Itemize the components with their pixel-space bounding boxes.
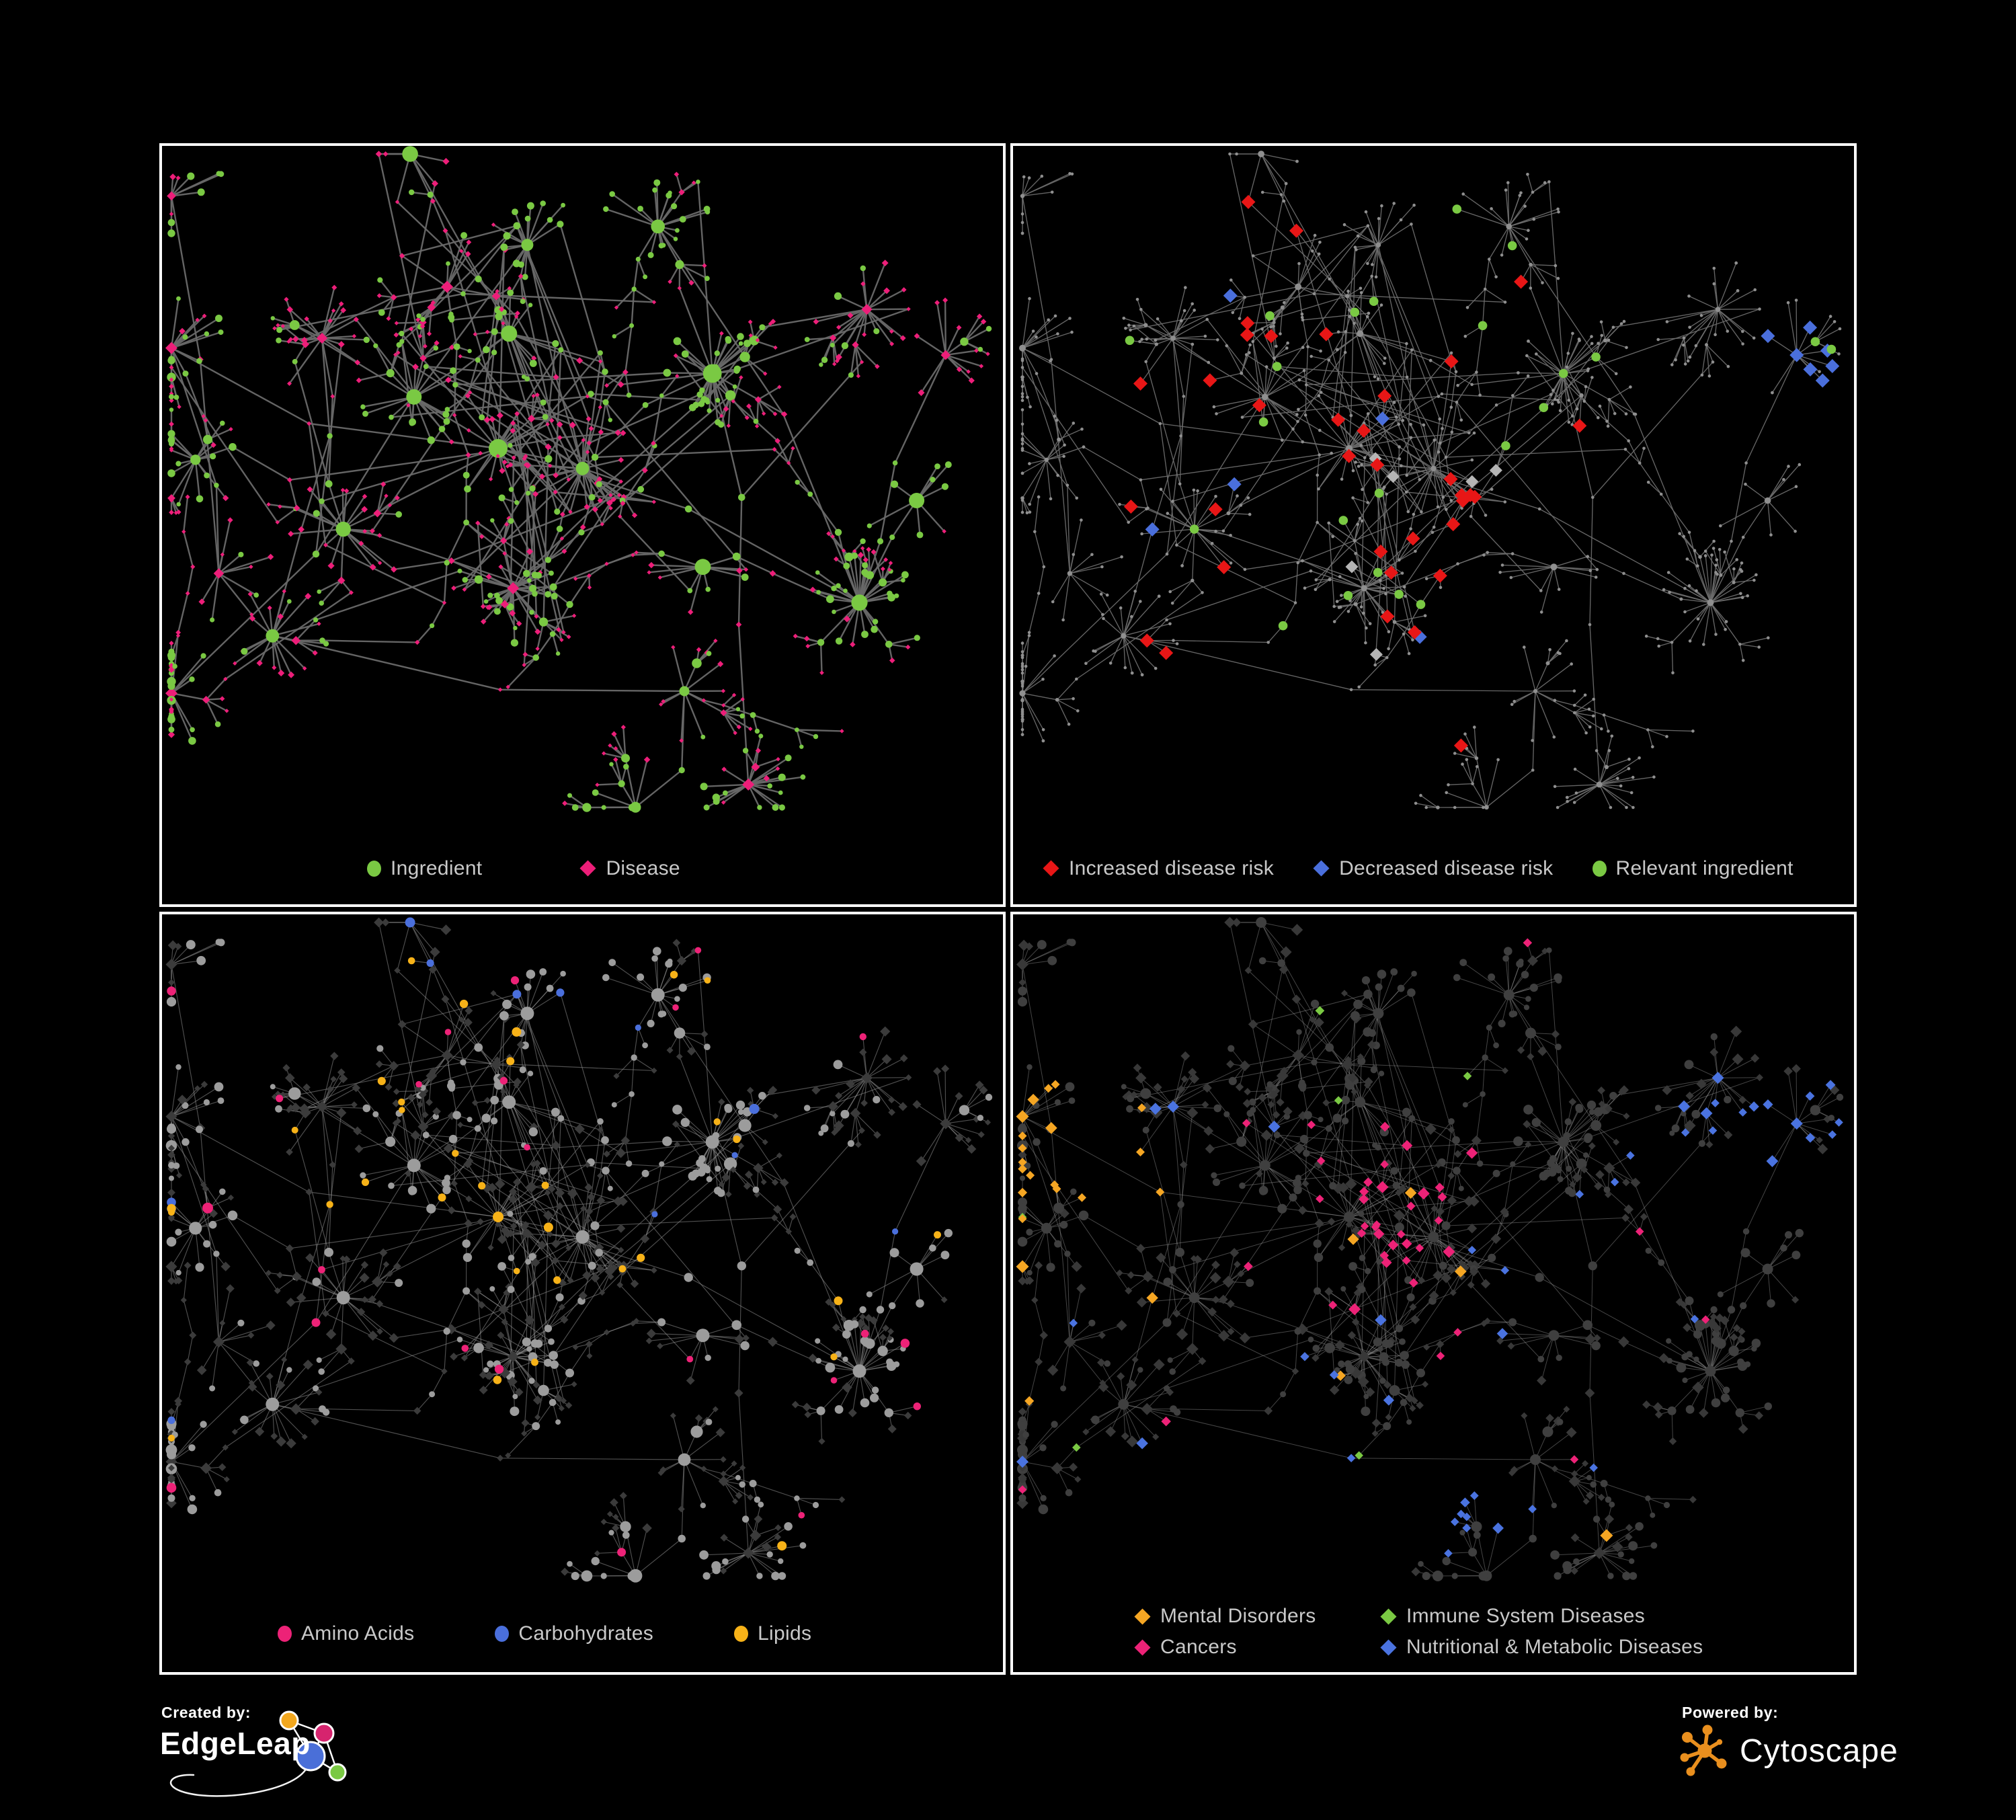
disease-category-legend: Mental Disorders Immune System Diseases Ca… [1013, 1605, 1854, 1659]
legend-label: Carbohydrates [518, 1622, 654, 1645]
diamond-marker-icon [1380, 1608, 1397, 1625]
legend-label: Decreased disease risk [1339, 857, 1554, 879]
legend-item-amino-acids: Amino Acids [278, 1622, 414, 1645]
legend-item-immune-system-diseases: Immune System Diseases [1380, 1605, 1703, 1628]
powered-by-label: Powered by: [1682, 1704, 1779, 1721]
edgeleap-credit: Created by: EdgeLeap [155, 1704, 383, 1805]
legend-label: Mental Disorders [1160, 1605, 1316, 1627]
diamond-marker-icon [1313, 860, 1330, 877]
circle-marker-icon [495, 1626, 510, 1642]
diamond-marker-icon [1043, 860, 1059, 877]
figure-grid: Ingredient Disease Increased disease risk… [159, 143, 1857, 1675]
nutrient-class-network-figure [165, 917, 993, 1583]
disease-category-network-figure [1016, 916, 1844, 1581]
edgeleap-brand: EdgeLeap [160, 1726, 311, 1761]
diamond-marker-icon [1134, 1608, 1151, 1625]
legend-item-relevant-ingredient: Relevant ingredient [1592, 857, 1793, 880]
ingredient-disease-network-figure [165, 146, 992, 813]
legend-item-disease: Disease [579, 857, 680, 880]
legend-label: Ingredient [391, 857, 483, 879]
legend-item-increased-disease-risk: Increased disease risk [1043, 857, 1274, 880]
circle-marker-icon [1592, 860, 1607, 877]
edgeleap-logo-icon [169, 1710, 347, 1797]
legend-label: Nutritional & Metabolic Diseases [1406, 1636, 1703, 1658]
legend-item-cancers: Cancers [1134, 1636, 1380, 1659]
legend-item-lipids: Lipids [734, 1622, 811, 1645]
panel-nutrient-class-network: Amino Acids Carbohydrates Lipids [159, 911, 1006, 1675]
legend-label: Relevant ingredient [1615, 857, 1793, 879]
legend-item-ingredient: Ingredient [367, 857, 482, 880]
panel-ingredient-disease-network: Ingredient Disease [159, 143, 1006, 907]
legend-label: Disease [606, 857, 680, 879]
circle-marker-icon [734, 1626, 749, 1642]
legend-label: Cancers [1160, 1636, 1237, 1658]
legend-label: Amino Acids [301, 1622, 415, 1645]
ingredient-disease-legend: Ingredient Disease [162, 857, 1003, 880]
created-by-label: Created by: [161, 1704, 251, 1721]
legend-label: Increased disease risk [1069, 857, 1275, 879]
disease-risk-network-figure [1019, 151, 1842, 810]
panel-disease-risk-network: Increased disease risk Decreased disease … [1010, 143, 1857, 907]
circle-marker-icon [367, 860, 381, 877]
legend-item-mental-disorders: Mental Disorders [1134, 1605, 1380, 1628]
circle-marker-icon [278, 1626, 292, 1642]
legend-item-carbohydrates: Carbohydrates [495, 1622, 653, 1645]
disease-risk-legend: Increased disease risk Decreased disease … [1013, 857, 1854, 880]
diamond-marker-icon [1380, 1638, 1397, 1656]
nutrient-class-legend: Amino Acids Carbohydrates Lipids [162, 1622, 1003, 1645]
diamond-marker-icon [579, 860, 596, 877]
legend-label: Immune System Diseases [1406, 1605, 1646, 1627]
diamond-marker-icon [1134, 1638, 1151, 1656]
legend-item-decreased-disease-risk: Decreased disease risk [1313, 857, 1553, 880]
legend-item-nutritional-metabolic-diseases: Nutritional & Metabolic Diseases [1380, 1636, 1703, 1659]
cytoscape-credit: Powered by: Cytoscape [1675, 1704, 1991, 1805]
cytoscape-logo-icon [1680, 1725, 1727, 1776]
cytoscape-brand: Cytoscape [1740, 1733, 1898, 1769]
panel-disease-category-network: Mental Disorders Immune System Diseases Ca… [1010, 911, 1857, 1675]
legend-label: Lipids [758, 1622, 812, 1645]
